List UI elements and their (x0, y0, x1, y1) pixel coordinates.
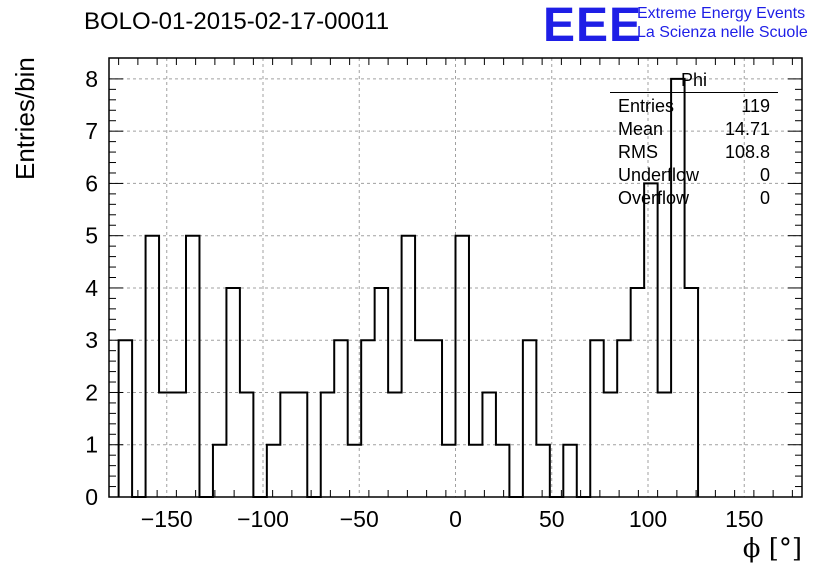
x-tick-label: 100 (629, 506, 667, 532)
y-tick-label: 2 (85, 379, 98, 405)
y-tick-label: 0 (85, 484, 98, 510)
x-tick-label: −100 (237, 506, 289, 532)
stats-label: Overflow (618, 188, 690, 208)
eee-logo: EEE (543, 0, 643, 52)
stats-box: Phi Entries 119 Mean 14.71 RMS 108.8 Und… (610, 70, 778, 210)
histogram-bin (334, 340, 347, 497)
stats-row-overflow: Overflow 0 (610, 187, 778, 210)
x-axis-label: ϕ [°] (742, 534, 802, 564)
stats-label: Mean (618, 119, 664, 139)
y-tick-label: 3 (85, 327, 98, 353)
stats-value: 0 (759, 188, 770, 208)
chart-title: BOLO-01-2015-02-17-00011 (84, 8, 390, 35)
histogram-bin (617, 340, 630, 497)
histogram-bin (348, 445, 361, 497)
histogram-bin (496, 445, 509, 497)
y-tick-label: 6 (85, 170, 98, 196)
histogram-bin (442, 445, 455, 497)
histogram-bin (429, 340, 442, 497)
y-tick-label: 7 (85, 118, 98, 144)
y-tick-label: 5 (85, 223, 98, 249)
x-tick-label: 50 (539, 506, 565, 532)
stats-row-rms: RMS 108.8 (610, 141, 778, 164)
histogram-bin (267, 445, 280, 497)
histogram-bin (402, 236, 415, 497)
x-tick-label: 150 (725, 506, 763, 532)
x-tick-label: −50 (340, 506, 379, 532)
x-tick-label: 0 (449, 506, 462, 532)
stats-value: 119 (741, 96, 770, 116)
histogram-bin (536, 445, 549, 497)
stats-value: 108.8 (724, 142, 770, 162)
histogram-bin (146, 236, 159, 497)
histogram-outline (117, 77, 700, 498)
histogram-bin (361, 340, 374, 497)
stats-row-mean: Mean 14.71 (610, 118, 778, 141)
histogram-bin (213, 445, 226, 497)
histogram-bin (119, 340, 132, 497)
logo-line-2: La Scienza nelle Scuole (637, 24, 808, 41)
x-tick-label: −150 (141, 506, 193, 532)
stats-label: Entries (618, 96, 675, 116)
y-tick-label: 1 (85, 432, 98, 458)
logo-line-1: Extreme Energy Events (637, 5, 806, 22)
stats-label: RMS (618, 142, 658, 162)
y-tick-label: 4 (85, 275, 98, 301)
histogram-bin (456, 236, 469, 497)
histogram-bin (415, 340, 428, 497)
y-axis-label: Entries/bin (10, 57, 40, 180)
histogram-bin (469, 445, 482, 497)
histogram-bin (563, 445, 576, 497)
y-tick-label: 8 (85, 66, 98, 92)
histogram-bin (590, 340, 603, 497)
stats-title: Phi (610, 70, 778, 93)
stats-label: Underflow (618, 165, 700, 185)
histogram-bin (186, 236, 199, 497)
stats-value: 14.71 (724, 119, 770, 139)
stats-row-underflow: Underflow 0 (610, 164, 778, 187)
histogram-bin (523, 340, 536, 497)
stats-row-entries: Entries 119 (610, 95, 778, 118)
stats-value: 0 (759, 165, 770, 185)
